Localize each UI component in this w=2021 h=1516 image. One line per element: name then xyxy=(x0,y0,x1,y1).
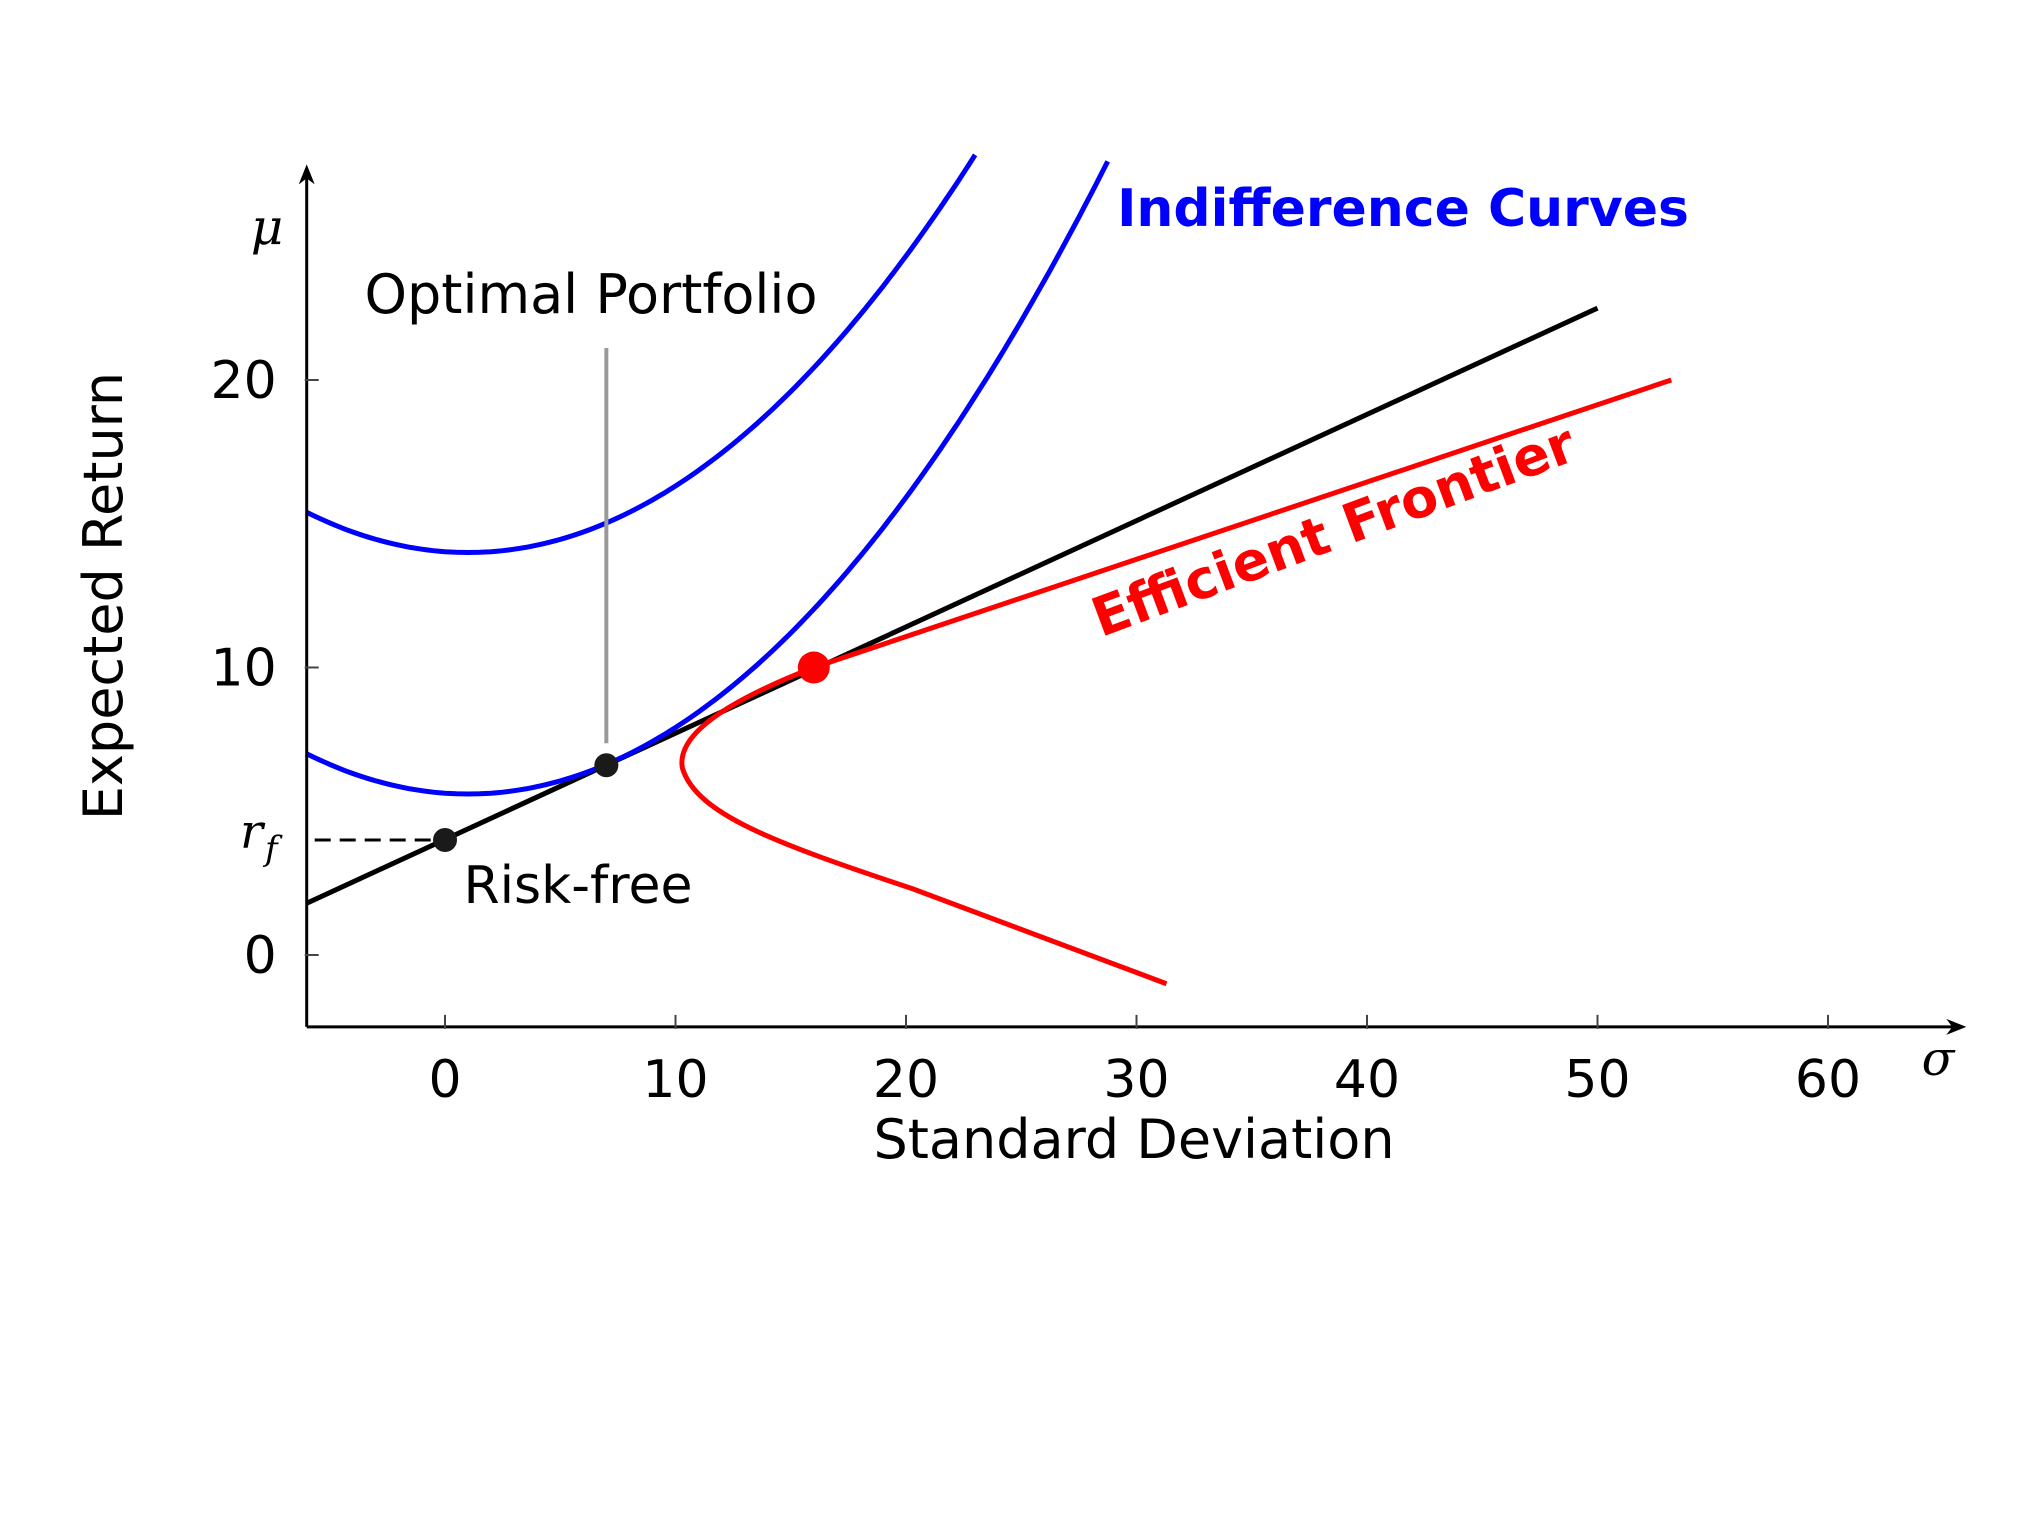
y-axis-symbol: μ xyxy=(251,198,284,256)
plot-curves xyxy=(305,153,1673,987)
risk-free-rate-symbol: r xyxy=(240,804,266,860)
indifference-curves-label: Indifference Curves xyxy=(1117,179,1689,239)
ticks: 0 10 20 30 40 50 60 0 10 20 xyxy=(211,351,1862,1110)
axes xyxy=(298,164,1967,1035)
efficient-frontier-label: Efficient Frontier xyxy=(1083,412,1584,650)
capital-allocation-line xyxy=(305,305,1599,906)
risk-free-label: Risk-free xyxy=(463,856,692,916)
tangency-point xyxy=(797,651,830,684)
risk-free-rate-subscript: f xyxy=(262,829,283,869)
x-tick-label: 10 xyxy=(642,1050,708,1110)
y-tick-label: 20 xyxy=(211,351,277,411)
optimal-portfolio-point xyxy=(594,753,619,778)
x-tick-label: 50 xyxy=(1564,1050,1630,1110)
risk-free-rate-label: rf xyxy=(240,804,283,869)
x-axis-arrow xyxy=(1946,1018,1967,1035)
x-axis-title: Standard Deviation xyxy=(873,1108,1394,1171)
y-axis-arrow xyxy=(298,164,315,185)
y-axis-title: Expected Return xyxy=(72,372,135,820)
x-tick-label: 60 xyxy=(1795,1050,1861,1110)
y-tick-label: 0 xyxy=(244,926,277,986)
optimal-portfolio-label: Optimal Portfolio xyxy=(365,263,818,326)
points xyxy=(433,651,830,852)
x-tick-label: 40 xyxy=(1334,1050,1400,1110)
x-axis-symbol: σ xyxy=(1922,1031,1956,1087)
x-tick-label: 30 xyxy=(1103,1050,1169,1110)
efficient-frontier-curve xyxy=(679,377,1673,987)
indifference-curve-2 xyxy=(305,160,1110,797)
risk-free-point xyxy=(433,828,457,852)
y-tick-label: 10 xyxy=(211,639,277,699)
x-tick-label: 20 xyxy=(873,1050,939,1110)
indifference-curve-1 xyxy=(305,153,978,556)
x-tick-label: 0 xyxy=(428,1050,461,1110)
